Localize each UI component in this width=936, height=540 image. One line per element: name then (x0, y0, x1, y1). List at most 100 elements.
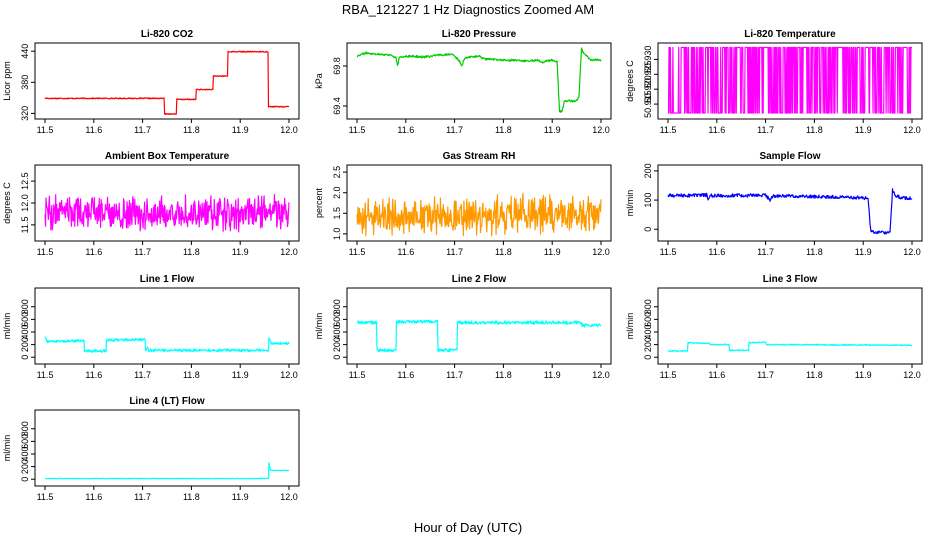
y-axis-label: percent (314, 187, 324, 218)
x-tick-label: 12.0 (592, 125, 610, 135)
panel-sample_flow: Sample Flow 11.5 11.6 11.7 11.8 11.9 12.0 0 100 2… (625, 151, 923, 257)
panel-line1: Line 1 Flow 11.5 11.6 11.7 11.8 11.9 12.0 0 2004… (2, 274, 300, 380)
panel-pressure: Li-820 Pressure 11.5 11.6 11.7 11.8 11.9 12.0 6… (314, 29, 612, 135)
x-tick-label: 11.7 (134, 125, 151, 135)
x-tick-label: 12.0 (903, 125, 921, 135)
x-tick-label: 11.8 (806, 247, 823, 257)
y-tick-label: 0 (332, 355, 342, 360)
x-tick-label: 11.9 (855, 247, 872, 257)
y-tick-label: 0 (20, 477, 30, 482)
plot-frame (34, 409, 300, 487)
y-tick-label: 50.920 (643, 75, 653, 103)
panel-line4: Line 4 (LT) Flow 11.5 11.6 11.7 11.8 11.9 12.0… (2, 396, 300, 502)
y-tick-label: 0 (20, 355, 30, 360)
x-tick-label: 11.6 (85, 492, 102, 502)
x-tick-label: 11.6 (708, 370, 725, 380)
x-tick-label: 11.7 (134, 492, 151, 502)
x-tick-label: 11.7 (134, 370, 151, 380)
y-tick-label: 400 (20, 446, 30, 461)
x-tick-label: 11.7 (757, 125, 774, 135)
series-line-line2 (356, 319, 602, 353)
y-tick-label: 11.5 (20, 216, 30, 233)
y-tick-label: 12.5 (20, 172, 30, 190)
plot-frame (34, 42, 300, 120)
series-line-sample_flow (667, 188, 913, 235)
y-tick-label: 400 (643, 324, 653, 339)
x-tick-label: 12.0 (280, 370, 298, 380)
x-tick-label: 12.0 (903, 370, 921, 380)
x-tick-label: 11.9 (544, 247, 561, 257)
panel-temperature: Li-820 Temperature 11.5 11.6 11.7 11.8 11.9 12… (625, 29, 923, 135)
x-tick-label: 11.8 (183, 492, 200, 502)
y-tick-label: 12.0 (20, 194, 30, 212)
x-tick-label: 11.5 (349, 247, 366, 257)
x-tick-label: 11.9 (232, 370, 249, 380)
x-tick-label: 11.8 (806, 370, 823, 380)
y-tick-label: 200 (643, 337, 653, 352)
y-tick-label: 2.5 (332, 166, 342, 179)
y-tick-label: 800 (643, 299, 653, 314)
panel-title: Line 1 Flow (140, 274, 195, 285)
x-tick-label: 11.5 (37, 492, 54, 502)
panel-title: Line 3 Flow (763, 274, 818, 285)
x-tick-label: 11.6 (708, 247, 725, 257)
y-tick-label: 800 (20, 421, 30, 436)
y-tick-label: 800 (332, 299, 342, 314)
plot-frame (34, 287, 300, 365)
y-tick-label: 200 (20, 337, 30, 352)
panel-co2: Li-820 CO2 11.5 11.6 11.7 11.8 11.9 12.0 320 380… (2, 29, 300, 135)
y-axis-label: ml/min (2, 435, 12, 462)
plot-frame (346, 42, 612, 120)
x-tick-label: 11.7 (757, 370, 774, 380)
x-tick-label: 11.7 (446, 125, 463, 135)
series-line-temperature (667, 46, 913, 114)
plot-frame (34, 164, 300, 242)
x-tick-label: 12.0 (592, 247, 610, 257)
plot-frame (346, 287, 612, 365)
series-line-box_temp (44, 193, 290, 233)
panel-title: Line 2 Flow (452, 274, 507, 285)
x-tick-label: 12.0 (280, 492, 298, 502)
x-tick-label: 11.7 (757, 247, 774, 257)
y-tick-label: 600 (643, 312, 653, 327)
figure-title: RBA_121227 1 Hz Diagnostics Zoomed AM (342, 2, 594, 17)
panel-title: Gas Stream RH (443, 151, 516, 162)
y-tick-label: 50.925 (643, 61, 653, 89)
y-tick-label: 100 (643, 193, 653, 208)
y-tick-label: 50.915 (643, 90, 653, 118)
x-tick-label: 11.8 (495, 247, 512, 257)
plot-frame (657, 164, 923, 242)
x-tick-label: 12.0 (592, 370, 610, 380)
x-tick-label: 11.5 (660, 125, 677, 135)
y-axis-label: degrees C (2, 182, 12, 224)
x-tick-label: 11.6 (397, 370, 414, 380)
series-line-co2 (44, 50, 290, 116)
figure-xlabel: Hour of Day (UTC) (414, 520, 522, 535)
x-tick-label: 11.5 (37, 247, 54, 257)
x-tick-label: 11.6 (85, 247, 102, 257)
y-tick-label: 200 (20, 459, 30, 474)
panel-title: Li-820 Temperature (744, 29, 836, 40)
y-tick-label: 600 (20, 434, 30, 449)
plot-frame (657, 287, 923, 365)
y-tick-label: 1.0 (332, 228, 342, 241)
panel-title: Sample Flow (759, 151, 820, 162)
y-tick-label: 400 (20, 324, 30, 339)
y-tick-label: 600 (332, 312, 342, 327)
y-tick-label: 0 (643, 227, 653, 232)
plot-frame (657, 42, 923, 120)
x-tick-label: 11.8 (183, 125, 200, 135)
x-tick-label: 11.8 (495, 125, 512, 135)
x-tick-label: 11.7 (134, 247, 151, 257)
x-tick-label: 12.0 (903, 247, 921, 257)
x-tick-label: 11.8 (183, 247, 200, 257)
x-tick-label: 11.9 (544, 370, 561, 380)
y-axis-label: kPa (314, 73, 324, 89)
y-axis-label: ml/min (625, 190, 635, 217)
x-tick-label: 11.5 (37, 370, 54, 380)
y-tick-label: 69.8 (332, 57, 342, 75)
x-tick-label: 11.5 (37, 125, 54, 135)
y-tick-label: 800 (20, 299, 30, 314)
panel-title: Li-820 Pressure (442, 29, 517, 40)
x-tick-label: 12.0 (280, 125, 298, 135)
